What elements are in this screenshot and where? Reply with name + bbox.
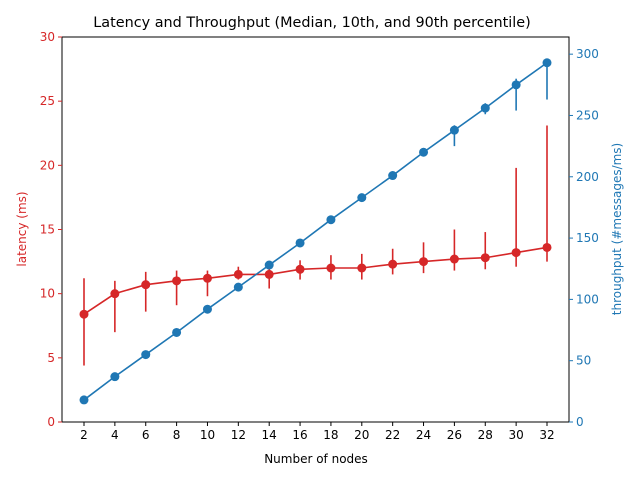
latency-point	[511, 248, 521, 258]
right-tick-label: 150	[576, 231, 599, 245]
latency-point	[357, 263, 367, 273]
latency-point	[79, 309, 89, 319]
throughput-point	[202, 304, 212, 314]
throughput-point	[264, 260, 274, 270]
x-tick-label: 12	[231, 428, 246, 442]
throughput-point	[419, 147, 429, 157]
right-tick-label: 0	[576, 415, 584, 429]
x-tick-label: 2	[80, 428, 88, 442]
right-tick-label: 200	[576, 170, 599, 184]
latency-point	[480, 253, 490, 263]
x-axis-ticks: 2 4 6 8 10 12 14 16 18 20 22 24 26 28 30 32	[80, 422, 555, 442]
left-tick-label: 20	[40, 158, 55, 172]
left-y-axis-label: latency (ms)	[15, 191, 29, 266]
throughput-point	[449, 125, 459, 135]
left-tick-label: 10	[40, 287, 55, 301]
right-tick-label: 250	[576, 108, 599, 122]
latency-point	[141, 280, 151, 290]
x-tick-label: 8	[173, 428, 181, 442]
x-tick-label: 14	[262, 428, 277, 442]
plot-area	[61, 36, 570, 423]
throughput-point	[511, 80, 521, 90]
left-axis-ticks: 0 5 10 15 20 25 30	[40, 30, 62, 429]
latency-point	[542, 242, 552, 252]
throughput-line	[83, 62, 548, 401]
latency-point	[388, 259, 398, 269]
latency-point	[419, 257, 429, 267]
latency-point	[202, 273, 212, 283]
latency-point	[110, 289, 120, 299]
throughput-point	[79, 395, 89, 405]
x-tick-label: 20	[354, 428, 369, 442]
x-tick-label: 26	[447, 428, 462, 442]
chart-title: Latency and Throughput (Median, 10th, an…	[93, 15, 530, 31]
throughput-point	[357, 193, 367, 203]
latency-point	[264, 269, 274, 279]
throughput-point	[542, 58, 552, 68]
latency-series	[79, 125, 552, 366]
left-tick-label: 30	[40, 30, 55, 44]
left-tick-label: 0	[47, 415, 55, 429]
latency-point	[233, 269, 243, 279]
x-tick-label: 10	[200, 428, 215, 442]
throughput-point	[172, 327, 182, 337]
left-tick-label: 5	[47, 351, 55, 365]
throughput-series	[79, 58, 552, 405]
x-tick-label: 6	[142, 428, 150, 442]
right-tick-label: 300	[576, 47, 599, 61]
x-axis-label: Number of nodes	[264, 452, 368, 466]
latency-point	[449, 254, 459, 264]
latency-point	[326, 263, 336, 273]
latency-line	[83, 246, 548, 315]
x-tick-label: 4	[111, 428, 119, 442]
throughput-point	[233, 282, 243, 292]
right-tick-label: 100	[576, 292, 599, 306]
throughput-point	[295, 238, 305, 248]
right-y-axis-label: throughput (#messages/ms)	[610, 143, 624, 315]
throughput-point	[141, 350, 151, 360]
x-tick-label: 22	[385, 428, 400, 442]
x-tick-label: 32	[539, 428, 554, 442]
throughput-point	[480, 103, 490, 113]
throughput-point	[388, 171, 398, 181]
plot-frame	[61, 36, 570, 423]
x-tick-label: 18	[323, 428, 338, 442]
right-tick-label: 50	[576, 354, 591, 368]
latency-point	[172, 276, 182, 286]
latency-point	[295, 264, 305, 274]
x-tick-label: 28	[478, 428, 493, 442]
x-tick-label: 30	[508, 428, 523, 442]
x-tick-label: 16	[292, 428, 307, 442]
throughput-point	[110, 372, 120, 382]
x-tick-label: 24	[416, 428, 431, 442]
throughput-point	[326, 215, 336, 225]
left-tick-label: 25	[40, 94, 55, 108]
right-axis-ticks: 0 50 100 150 200 250 300	[569, 47, 599, 429]
left-tick-label: 15	[40, 223, 55, 237]
